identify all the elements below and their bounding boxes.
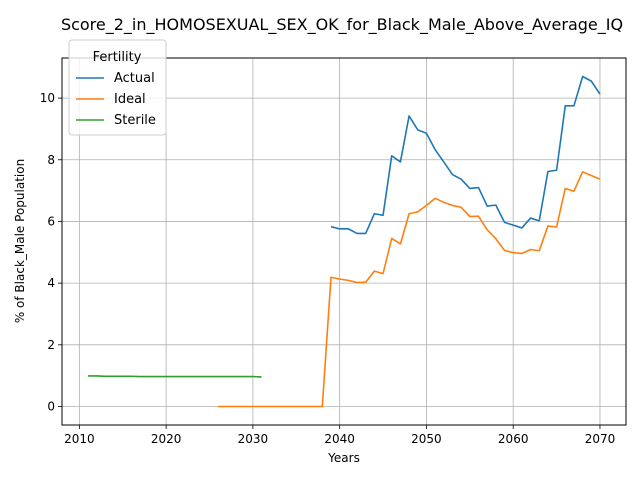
legend: Fertility Actual Ideal Sterile bbox=[68, 39, 167, 136]
y-tick-label: 8 bbox=[47, 153, 55, 167]
y-tick-label: 6 bbox=[47, 214, 55, 228]
y-axis-ticks: 0 2 4 6 8 10 bbox=[40, 91, 62, 413]
x-axis-label: Years bbox=[327, 451, 360, 465]
y-tick-label: 4 bbox=[47, 276, 55, 290]
series-line-sterile bbox=[88, 375, 262, 378]
x-tick-label: 2020 bbox=[151, 432, 182, 446]
x-tick-label: 2050 bbox=[411, 432, 442, 446]
series-line-actual bbox=[330, 75, 601, 235]
axes bbox=[61, 57, 627, 426]
x-axis-ticks: 2010 2020 2030 2040 2050 2060 2070 bbox=[64, 425, 615, 446]
y-tick-label: 10 bbox=[40, 91, 55, 105]
y-axis-label: % of Black_Male Population bbox=[13, 159, 27, 323]
legend-box bbox=[68, 39, 167, 136]
series-line-ideal bbox=[218, 171, 601, 408]
x-tick-label: 2030 bbox=[238, 432, 269, 446]
chart-title: Score_2_in_HOMOSEXUAL_SEX_OK_for_Black_M… bbox=[61, 15, 623, 35]
y-tick-label: 2 bbox=[47, 338, 55, 352]
plot-frame bbox=[61, 57, 627, 426]
legend-label-actual: Actual bbox=[114, 71, 155, 86]
x-tick-label: 2040 bbox=[324, 432, 355, 446]
x-tick-label: 2010 bbox=[64, 432, 95, 446]
x-tick-label: 2060 bbox=[498, 432, 529, 446]
y-tick-label: 0 bbox=[47, 399, 55, 413]
x-tick-label: 2070 bbox=[585, 432, 616, 446]
legend-title: Fertility bbox=[93, 50, 142, 65]
series-layer bbox=[88, 75, 601, 408]
legend-label-sterile: Sterile bbox=[114, 113, 156, 128]
legend-label-ideal: Ideal bbox=[114, 92, 146, 107]
